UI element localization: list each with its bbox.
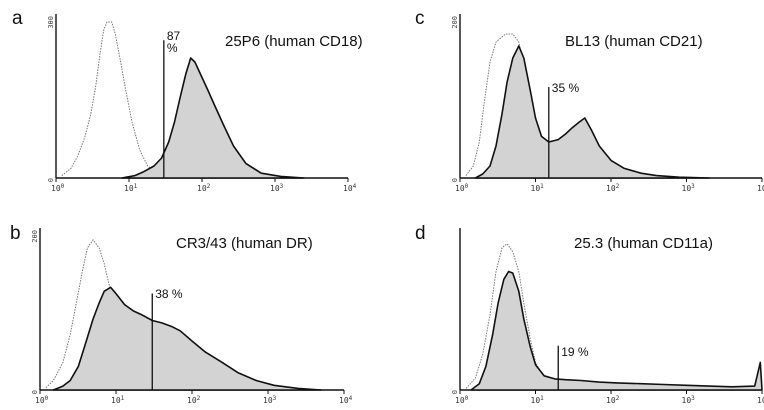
histogram-filled-d bbox=[470, 270, 763, 391]
histogram-control-a bbox=[61, 21, 186, 179]
histogram-filled-a bbox=[121, 57, 305, 179]
x-tick-label: 100 bbox=[455, 395, 469, 405]
x-tick-label: 103 bbox=[263, 395, 277, 405]
panel-letter: d bbox=[415, 223, 426, 244]
histogram-filled-c bbox=[474, 45, 710, 179]
x-tick-label: 100 bbox=[35, 395, 49, 405]
panel-d: 100 101 102 103 104 0 19 % d 25.3 (human CD11a) bbox=[415, 223, 764, 405]
panel-title: CR3/43 (human DR) bbox=[176, 235, 313, 252]
x-tick-label: 101 bbox=[124, 183, 138, 193]
panel-title: 25P6 (human CD18) bbox=[225, 33, 363, 50]
gate-percent-label: 19 % bbox=[561, 345, 589, 359]
x-tick-label: 100 bbox=[51, 183, 65, 193]
panel-b: 100 101 102 103 104 2θ0 0 38 % b CR3/43 (human DR… bbox=[10, 223, 353, 405]
y-tick-zero: 0 bbox=[451, 178, 459, 182]
x-tick-label: 101 bbox=[531, 395, 545, 405]
x-tick-label: 104 bbox=[757, 183, 764, 193]
panel-letter: b bbox=[10, 223, 21, 244]
panel-letter: a bbox=[12, 8, 23, 29]
x-tick-label: 102 bbox=[197, 183, 211, 193]
histogram-control-b bbox=[45, 239, 181, 391]
y-tick-max: 200 bbox=[451, 16, 459, 29]
x-tick-label: 100 bbox=[455, 183, 469, 193]
gate-percent-label: 38 % bbox=[155, 287, 183, 301]
x-tick-label: 104 bbox=[339, 395, 353, 405]
panel-title: BL13 (human CD21) bbox=[565, 33, 703, 50]
x-tick-label: 101 bbox=[531, 183, 545, 193]
x-tick-label: 103 bbox=[682, 395, 696, 405]
panel-title: 25.3 (human CD11a) bbox=[574, 235, 713, 252]
x-tick-label: 101 bbox=[111, 395, 125, 405]
gate-percent-label: 87 bbox=[167, 29, 181, 43]
histogram-control-c bbox=[465, 33, 572, 179]
x-tick-label: 103 bbox=[682, 183, 696, 193]
x-tick-label: 104 bbox=[343, 183, 357, 193]
y-tick-zero: 0 bbox=[47, 178, 55, 182]
x-tick-label: 104 bbox=[757, 395, 764, 405]
x-tick-label: 102 bbox=[606, 395, 620, 405]
x-tick-label: 102 bbox=[606, 183, 620, 193]
y-tick-zero: 0 bbox=[31, 390, 39, 394]
x-tick-label: 103 bbox=[270, 183, 284, 193]
panel-letter: c bbox=[415, 8, 425, 29]
panel-a: 100 101 102 103 104 3θ0 0 87% a 25P6 (human CD18) bbox=[12, 8, 363, 193]
gate-percent-label: 35 % bbox=[552, 81, 580, 95]
gate-percent-label: % bbox=[167, 41, 178, 55]
x-tick-label: 102 bbox=[187, 395, 201, 405]
histogram-filled-b bbox=[52, 286, 322, 391]
y-tick-max: 2θ0 bbox=[31, 230, 39, 243]
panel-c: 100 101 102 103 104 200 0 35 % c BL13 (human CD21… bbox=[415, 8, 764, 193]
y-tick-max: 3θ0 bbox=[47, 16, 55, 29]
y-tick-zero: 0 bbox=[451, 390, 459, 394]
